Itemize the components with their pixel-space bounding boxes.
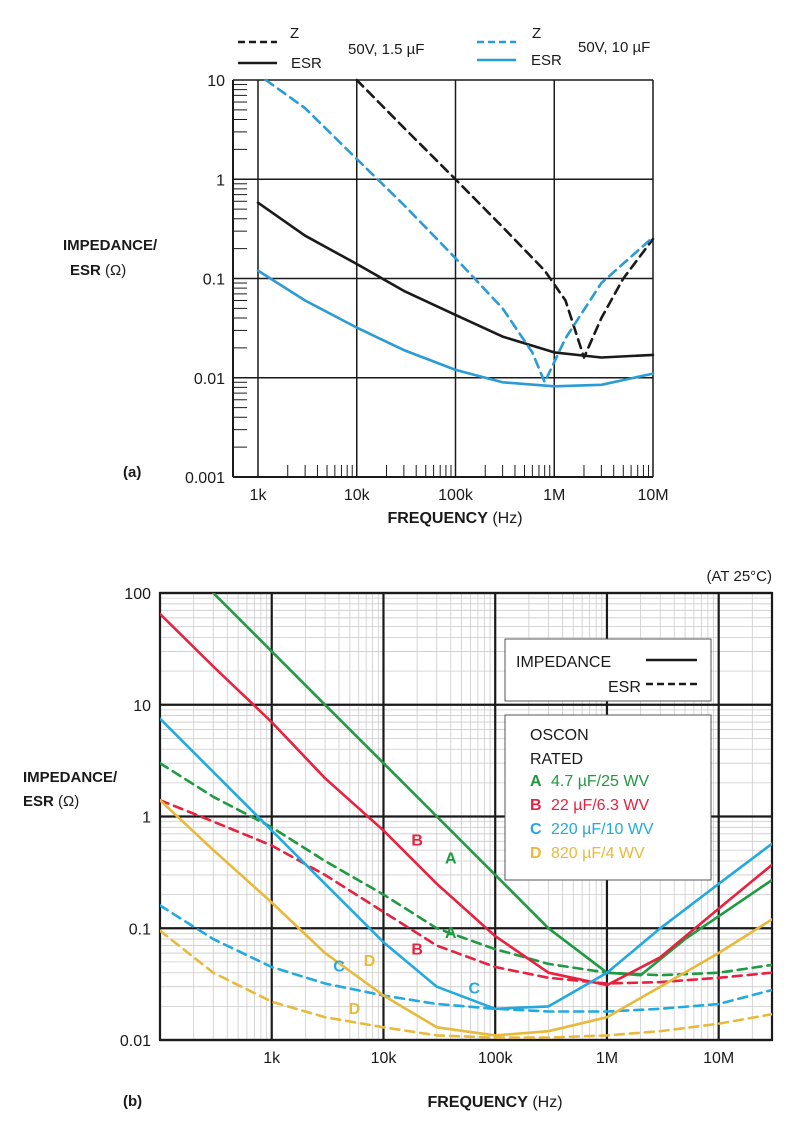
chart-b-series-legend: OSCON RATED A 4.7 µF/25 WV B 22 µF/6.3 WV C 2… <box>504 714 712 881</box>
chart-b-ylabel-line2: ESR (Ω) <box>23 793 79 810</box>
legend-a-esr-label-1: ESR <box>291 55 322 72</box>
chart-b-y-tick-label: 100 <box>124 586 151 603</box>
chart-b-series-A-impedance <box>212 593 772 977</box>
style-legend-esr-label: ESR <box>608 679 641 696</box>
chart-b-x-tick-label: 1M <box>596 1050 618 1067</box>
chart-b-curve-label-C: C <box>469 981 481 998</box>
chart-b-xlabel-unit: (Hz) <box>528 1094 563 1111</box>
chart-a-series-0 <box>355 78 655 359</box>
series-legend-box <box>504 714 712 881</box>
legend-a-caption-2: 50V, 10 µF <box>578 39 650 56</box>
series-legend-letter-D: D <box>530 845 542 862</box>
legend-a-z-label-1: Z <box>290 25 299 42</box>
chart-a-tick-labels: 1k 10k 100k 1M 10M 0.001 0.01 0.1 1 10 <box>185 73 669 504</box>
chart-a-series-1 <box>256 201 655 359</box>
style-legend-impedance-label: IMPEDANCE <box>516 654 611 671</box>
chart-b-curve-label-A: A <box>445 850 457 867</box>
chart-b-curve-label-B: B <box>411 833 423 850</box>
series-legend-text-C: 220 µF/10 WV <box>551 821 654 838</box>
chart-b-y-tick-label: 1 <box>142 810 151 827</box>
chart-a-x-tick-label: 10k <box>344 487 371 504</box>
series-legend-letter-A: A <box>530 773 542 790</box>
chart-b-annotation: (AT 25°C) <box>707 568 772 585</box>
chart-a-x-tick-label: 100k <box>438 487 474 504</box>
series-legend-title-1: OSCON <box>530 727 589 744</box>
chart-b-series <box>160 593 772 1039</box>
series-legend-text-B: 22 µF/6.3 WV <box>551 797 649 814</box>
chart-b-series-C-esr <box>160 904 772 1013</box>
chart-a-ylabel-line2: ESR (Ω) <box>70 262 126 279</box>
chart-b-ylabel-esr: ESR <box>23 793 54 810</box>
chart-a-y-tick-label: 0.001 <box>185 470 225 487</box>
series-legend-letter-C: C <box>530 821 542 838</box>
chart-b-xlabel-bold: FREQUENCY <box>427 1094 528 1111</box>
style-legend-box <box>504 638 712 702</box>
chart-a-grid <box>232 79 654 478</box>
chart-b-x-tick-label: 10k <box>371 1050 398 1067</box>
chart-b-y-tick-label: 10 <box>133 698 151 715</box>
legend-a-esr-label-2: ESR <box>531 52 562 69</box>
chart-b-series-A-esr <box>160 761 772 977</box>
chart-a-y-tick-label: 0.1 <box>203 272 225 289</box>
chart-a-legend: Z ESR 50V, 1.5 µF Z ESR 50V, 10 µF <box>238 25 650 72</box>
chart-a-ylabel-esr: ESR <box>70 262 101 279</box>
chart-a-x-tick-label: 1M <box>543 487 565 504</box>
chart-b-curve-label-C: C <box>333 959 345 976</box>
chart-b-tick-labels: 1k 10k 100k 1M 10M 0.01 0.1 1 10 100 <box>120 586 734 1067</box>
chart-b-series-B-esr <box>160 798 772 985</box>
chart-a-y-tick-label: 0.01 <box>194 371 225 388</box>
chart-a-ylabel-unit: (Ω) <box>101 262 126 279</box>
chart-a-series-3 <box>256 269 655 388</box>
series-legend-text-D: 820 µF/4 WV <box>551 845 645 862</box>
chart-a: 1k 10k 100k 1M 10M 0.001 0.01 0.1 1 10 Z ESR 50V,… <box>63 25 669 527</box>
legend-a-caption-1: 50V, 1.5 µF <box>348 41 424 58</box>
chart-b-series-C-impedance <box>160 717 772 1011</box>
series-legend-entries: A 4.7 µF/25 WV B 22 µF/6.3 WV C 220 µF/10 WV D… <box>530 773 654 862</box>
chart-b-curve-label-D: D <box>349 1001 361 1018</box>
chart-a-xlabel-unit: (Hz) <box>488 510 523 527</box>
series-legend-title-2: RATED <box>530 751 583 768</box>
chart-b-curve-labels: A B A B C D C D <box>333 833 480 1019</box>
chart-b-style-legend: IMPEDANCE ESR <box>504 638 712 702</box>
chart-b-frame <box>158 591 774 1042</box>
chart-a-xlabel: FREQUENCY (Hz) <box>387 510 522 527</box>
series-legend-letter-B: B <box>530 797 542 814</box>
chart-a-series <box>256 78 655 388</box>
chart-b-xlabel: FREQUENCY (Hz) <box>427 1094 562 1111</box>
chart-b-series-D-impedance <box>160 798 772 1037</box>
chart-b-y-tick-label: 0.01 <box>120 1033 151 1050</box>
chart-b-y-tick-label: 0.1 <box>129 921 151 938</box>
chart-a-xlabel-bold: FREQUENCY <box>387 510 488 527</box>
chart-b-curve-label-D: D <box>364 953 376 970</box>
chart-b-panel-label: (b) <box>123 1093 142 1110</box>
chart-b-series-B-impedance <box>160 612 772 987</box>
chart-b-curve-label-A: A <box>445 925 457 942</box>
chart-b-ylabel-unit: (Ω) <box>54 793 79 810</box>
legend-a-z-label-2: Z <box>532 25 541 42</box>
series-legend-text-A: 4.7 µF/25 WV <box>551 773 649 790</box>
chart-a-x-tick-label: 10M <box>637 487 668 504</box>
chart-b-x-tick-label: 10M <box>703 1050 734 1067</box>
chart-a-y-tick-label: 10 <box>207 73 225 90</box>
chart-b-x-tick-label: 100k <box>478 1050 514 1067</box>
chart-a-ylabel-line1: IMPEDANCE/ <box>63 237 158 254</box>
chart-b-ylabel-line1: IMPEDANCE/ <box>23 769 118 786</box>
chart-b-series-D-esr <box>160 929 772 1039</box>
chart-a-series-2 <box>264 78 655 384</box>
chart-a-y-tick-label: 1 <box>216 172 225 189</box>
chart-a-panel-label: (a) <box>123 464 141 481</box>
chart-a-x-tick-label: 1k <box>250 487 268 504</box>
chart-b-x-tick-label: 1k <box>263 1050 281 1067</box>
chart-b-curve-label-B: B <box>411 942 423 959</box>
